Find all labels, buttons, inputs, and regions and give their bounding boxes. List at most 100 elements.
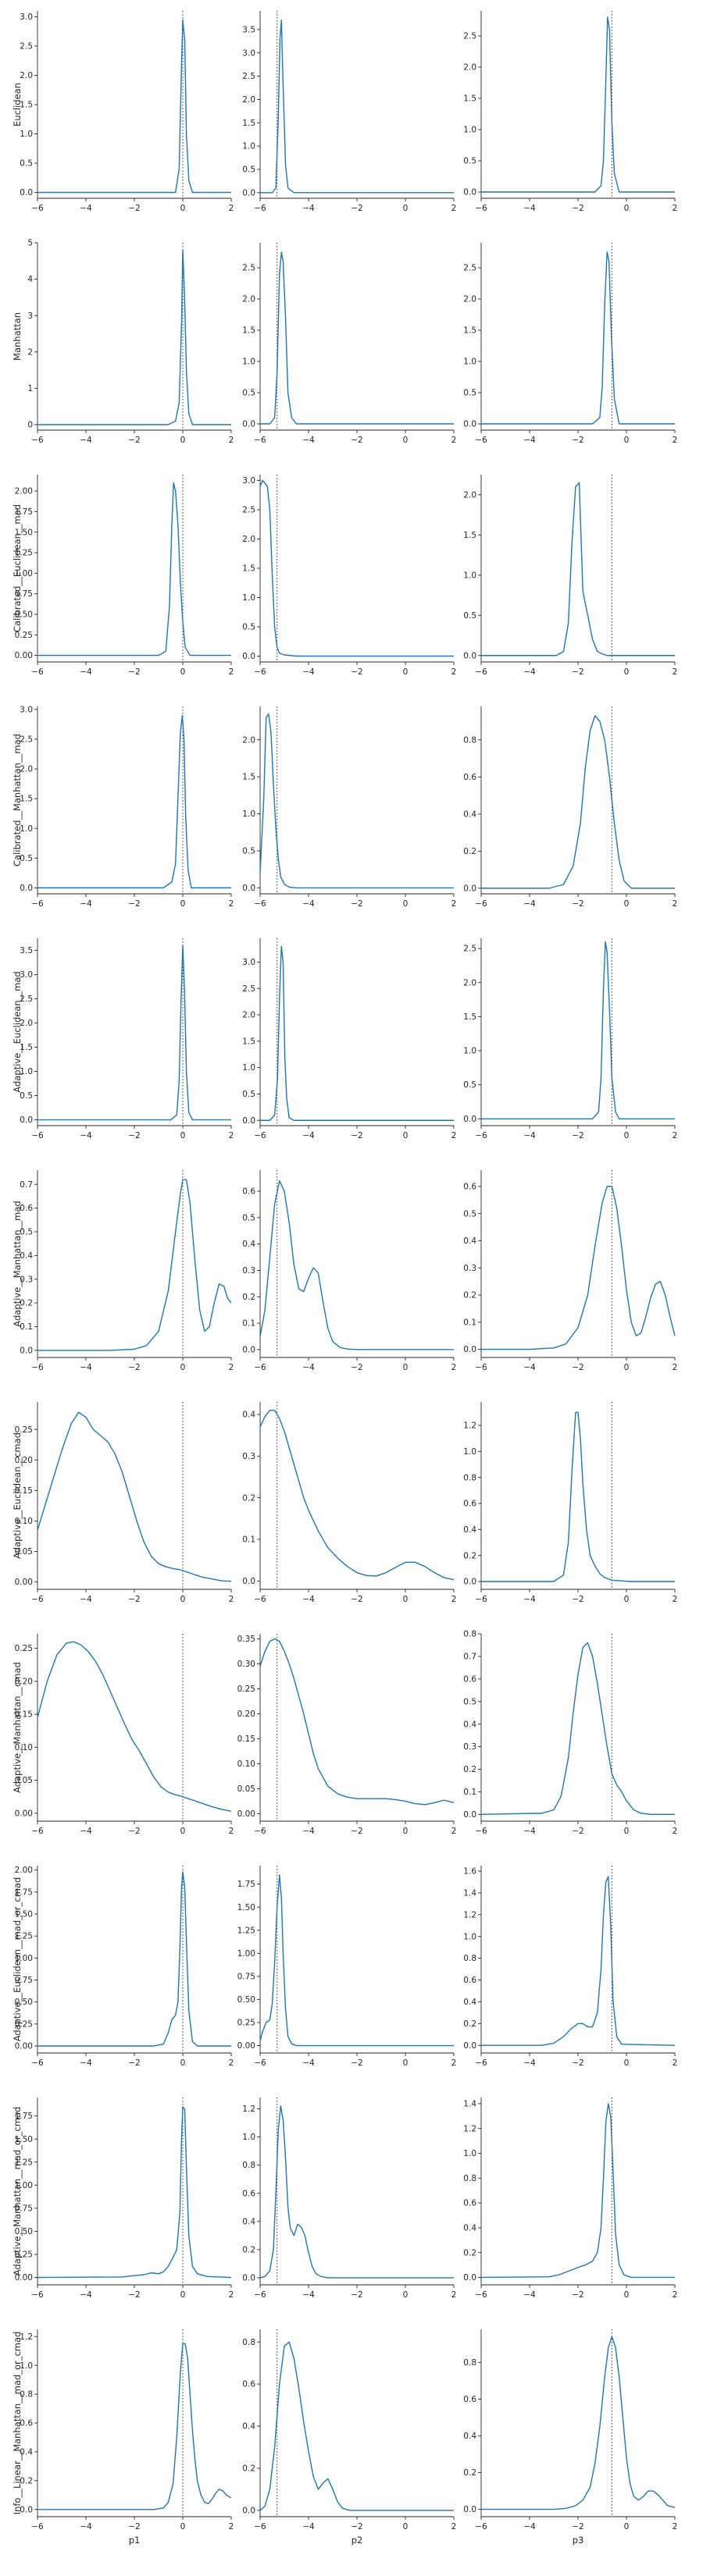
y-tick-label: 1.00 bbox=[15, 569, 33, 578]
y-tick-label: 0.6 bbox=[20, 1204, 33, 1213]
x-tick-label: −4 bbox=[80, 1595, 92, 1604]
x-tick-label: −6 bbox=[475, 1827, 487, 1836]
y-tick-label: 0.6 bbox=[463, 2395, 476, 2404]
x-tick-label: −6 bbox=[31, 2290, 44, 2300]
y-tick-label: 1.0 bbox=[463, 571, 476, 580]
y-tick-label: 0.0 bbox=[463, 188, 476, 197]
y-tick-label: 0.0 bbox=[242, 1345, 255, 1354]
x-tick-label: −4 bbox=[523, 2290, 536, 2300]
x-tick-label: 2 bbox=[673, 667, 678, 677]
y-tick-label: 0.0 bbox=[242, 1577, 255, 1586]
y-tick-label: 2.0 bbox=[463, 490, 476, 500]
x-tick-label: −2 bbox=[351, 1827, 362, 1836]
x-tick-label: 2 bbox=[673, 2058, 678, 2068]
y-axis-label: Adaptive__Euclidean__mad_or_cmad bbox=[12, 1877, 23, 2042]
y-tick-label: 1.0 bbox=[463, 358, 476, 367]
x-tick-label: 0 bbox=[624, 204, 630, 213]
x-tick-label: 2 bbox=[451, 1595, 457, 1604]
y-tick-label: 0.3 bbox=[463, 1742, 476, 1752]
subplot-r4-c0: −6 −4 −2 0 2 0.0 0.5 1.0 1.5 2.0 2.5 3.0 3.5 Adaptive… bbox=[12, 938, 234, 1140]
y-tick-label: 2.00 bbox=[15, 487, 33, 496]
density-line bbox=[259, 1638, 455, 1806]
y-tick-label: 0.4 bbox=[20, 2448, 33, 2457]
subplot-r8-c1: −6 −4 −2 0 2 0.00 0.25 0.50 0.75 1.00 1.25 1.50 1.75 bbox=[237, 1866, 457, 2068]
x-tick-label: −6 bbox=[475, 2058, 487, 2068]
x-tick-label: −2 bbox=[351, 204, 362, 213]
density-line bbox=[480, 2103, 675, 2279]
y-tick-label: 0.5 bbox=[242, 623, 255, 632]
y-tick-label: 0.50 bbox=[237, 1995, 255, 2005]
subplot-r9-c1: −6 −4 −2 0 2 0.0 0.2 0.4 0.6 0.8 1.0 1.2 bbox=[242, 2097, 456, 2300]
y-tick-label: 1.6 bbox=[463, 1867, 476, 1877]
x-tick-label: −2 bbox=[128, 2290, 140, 2300]
density-line bbox=[37, 1411, 232, 1582]
y-tick-label: 0.5 bbox=[463, 1209, 476, 1219]
x-tick-label: −2 bbox=[572, 899, 583, 909]
density-line bbox=[37, 1179, 232, 1351]
y-tick-label: 0.2 bbox=[242, 1293, 255, 1302]
density-line bbox=[481, 1876, 676, 2046]
y-tick-label: 0.3 bbox=[463, 1264, 476, 1273]
x-tick-label: −6 bbox=[31, 436, 44, 445]
x-tick-label: −4 bbox=[302, 667, 315, 677]
x-tick-label: 2 bbox=[673, 899, 678, 909]
x-tick-label: 0 bbox=[180, 1827, 186, 1836]
y-tick-label: 0.2 bbox=[463, 1291, 476, 1300]
x-tick-label: 0 bbox=[403, 436, 409, 445]
x-tick-label: 0 bbox=[180, 436, 186, 445]
subplot-r7-c0: −6 −4 −2 0 2 0.00 0.05 0.10 0.15 0.20 0.25 Adaptive… bbox=[12, 1634, 234, 1836]
x-tick-label: −6 bbox=[254, 2290, 266, 2300]
y-tick-label: 0.25 bbox=[237, 1685, 255, 1694]
x-tick-label: −6 bbox=[31, 1363, 44, 1372]
y-tick-label: 0.25 bbox=[15, 2019, 33, 2029]
y-tick-label: 0.0 bbox=[463, 1115, 476, 1124]
y-tick-label: 0.4 bbox=[463, 2432, 476, 2441]
density-line bbox=[37, 19, 231, 194]
subplot-r6-c2: −6 −4 −2 0 2 0.0 0.2 0.4 0.6 0.8 1.0 1.2 bbox=[463, 1402, 677, 1604]
y-tick-label: 4 bbox=[27, 275, 33, 284]
y-tick-label: 1.0 bbox=[463, 1447, 476, 1457]
density-line bbox=[260, 945, 454, 1121]
x-tick-label: −6 bbox=[31, 899, 44, 909]
y-axis-label: Adaptive__Manhattan__cmad bbox=[12, 1662, 23, 1793]
y-tick-label: 0.15 bbox=[15, 1710, 33, 1720]
y-tick-label: 0.00 bbox=[237, 1809, 255, 1819]
y-tick-label: 1.50 bbox=[15, 2135, 33, 2144]
subplot-r5-c0: −6 −4 −2 0 2 0.0 0.1 0.2 0.3 0.4 0.5 0.6 0.7 Adaptive… bbox=[12, 1170, 234, 1372]
x-tick-label: −6 bbox=[475, 1595, 487, 1604]
subplot-r3-c1: −6 −4 −2 0 2 0.0 0.5 1.0 1.5 2.0 bbox=[242, 706, 456, 909]
x-tick-label: −6 bbox=[254, 1131, 266, 1140]
y-tick-label: 0.0 bbox=[463, 420, 476, 429]
y-tick-label: 0.10 bbox=[15, 1517, 33, 1526]
x-tick-label: −6 bbox=[31, 2522, 44, 2532]
y-tick-label: 3.0 bbox=[242, 48, 255, 58]
density-line bbox=[37, 1641, 232, 1813]
x-tick-label: 2 bbox=[673, 2290, 678, 2300]
y-tick-label: 3.0 bbox=[20, 12, 33, 22]
y-tick-label: 0.0 bbox=[463, 1810, 476, 1820]
y-tick-label: 2.5 bbox=[20, 42, 33, 52]
x-tick-label: −2 bbox=[572, 1131, 583, 1140]
density-line bbox=[259, 1179, 454, 1350]
y-tick-label: 1.5 bbox=[463, 326, 476, 336]
y-tick-label: 0.0 bbox=[463, 1578, 476, 1587]
x-tick-label: −4 bbox=[523, 1827, 536, 1836]
y-tick-label: 0.5 bbox=[242, 165, 255, 175]
x-tick-label: −6 bbox=[475, 667, 487, 677]
x-tick-label: 2 bbox=[451, 2058, 457, 2068]
y-tick-label: 0.10 bbox=[237, 1759, 255, 1769]
x-tick-label: −6 bbox=[254, 899, 266, 909]
x-tick-label: −2 bbox=[128, 1827, 140, 1836]
x-tick-label: 0 bbox=[180, 1363, 186, 1372]
density-line bbox=[37, 482, 231, 656]
density-line bbox=[37, 2106, 232, 2279]
density-line bbox=[37, 945, 231, 1121]
x-tick-label: 2 bbox=[451, 1827, 457, 1836]
y-tick-label: 0.00 bbox=[15, 2042, 33, 2051]
x-tick-label: −4 bbox=[302, 204, 315, 213]
density-line bbox=[481, 251, 675, 425]
x-tick-label: −4 bbox=[80, 899, 92, 909]
y-tick-label: 1.5 bbox=[242, 119, 255, 128]
x-tick-label: −6 bbox=[31, 1131, 44, 1140]
y-tick-label: 1 bbox=[27, 384, 33, 393]
